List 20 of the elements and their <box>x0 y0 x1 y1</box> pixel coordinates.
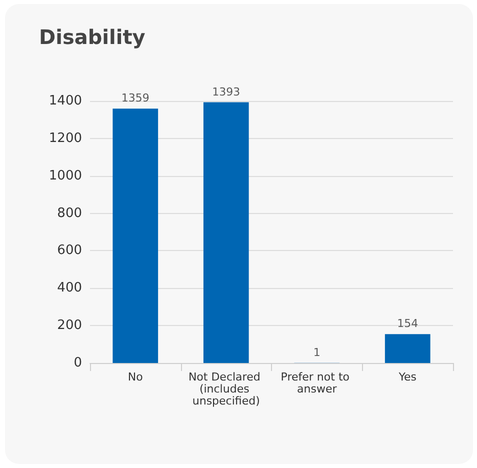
data-label: 1359 <box>121 92 150 105</box>
y-tick-label: 800 <box>57 206 82 221</box>
x-tick-label: Not Declared (includes unspecified) <box>188 370 264 408</box>
y-tick-label: 1000 <box>48 168 82 184</box>
data-label: 1393 <box>212 85 240 98</box>
x-tick-label: Yes <box>398 370 417 384</box>
y-tick-label: 0 <box>74 356 82 370</box>
bar <box>384 334 430 363</box>
y-tick-label: 1200 <box>48 130 82 146</box>
x-tick-label: No <box>128 370 144 384</box>
bar <box>203 102 249 363</box>
bar <box>112 108 158 363</box>
data-label: 154 <box>397 317 418 330</box>
y-tick-label: 1400 <box>48 94 82 108</box>
data-label: 1 <box>313 346 320 359</box>
x-tick-label: Prefer not to answer <box>280 370 353 396</box>
y-tick-label: 200 <box>57 318 82 334</box>
y-tick-label: 400 <box>57 280 82 296</box>
chart-title: Disability <box>39 25 146 49</box>
y-tick-label: 600 <box>57 243 82 258</box>
